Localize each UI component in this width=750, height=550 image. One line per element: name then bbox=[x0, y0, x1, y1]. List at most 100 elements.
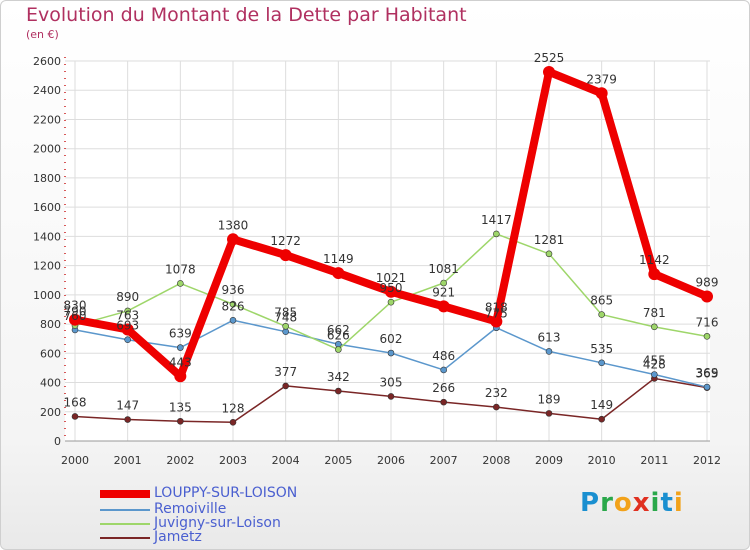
x-tick-label: 2011 bbox=[640, 454, 668, 467]
legend-label-jametz: Jametz bbox=[154, 529, 202, 545]
data-point bbox=[121, 323, 134, 336]
y-tick-label: 600 bbox=[40, 347, 61, 360]
data-point bbox=[437, 300, 450, 313]
legend-swatch-louppy bbox=[100, 490, 150, 498]
y-tick-label: 1600 bbox=[33, 201, 61, 214]
x-tick-label: 2000 bbox=[61, 454, 89, 467]
data-label: 790 bbox=[64, 305, 87, 319]
legend-swatch-remoiville bbox=[100, 509, 150, 511]
x-tick-label: 2008 bbox=[482, 454, 510, 467]
data-label: 1281 bbox=[534, 233, 565, 247]
data-label: 662 bbox=[327, 323, 350, 337]
legend-swatch-juvigny bbox=[100, 523, 150, 525]
data-label: 716 bbox=[696, 315, 719, 329]
data-point bbox=[598, 415, 605, 423]
y-tick-label: 2400 bbox=[33, 84, 61, 97]
data-label: 149 bbox=[590, 398, 613, 412]
x-tick-label: 2006 bbox=[377, 454, 405, 467]
data-point bbox=[703, 333, 711, 340]
data-label: 989 bbox=[696, 275, 719, 289]
data-point bbox=[595, 87, 608, 100]
data-label: 626 bbox=[327, 329, 350, 343]
data-point bbox=[387, 298, 395, 306]
proxiti-logo: Proxiti bbox=[580, 488, 684, 518]
data-label: 693 bbox=[116, 319, 139, 333]
y-tick-label: 2600 bbox=[33, 55, 61, 68]
data-label: 1081 bbox=[428, 262, 459, 276]
y-tick-label: 1800 bbox=[33, 172, 61, 185]
data-label: 535 bbox=[590, 342, 613, 356]
data-label: 1380 bbox=[218, 218, 249, 232]
y-tick-label: 2200 bbox=[33, 113, 61, 126]
data-point bbox=[282, 322, 289, 330]
data-label: 775 bbox=[485, 307, 508, 321]
data-point bbox=[177, 280, 184, 287]
data-label: 365 bbox=[696, 367, 719, 381]
data-point bbox=[335, 387, 342, 395]
data-label: 613 bbox=[538, 330, 561, 344]
data-label: 760 bbox=[64, 309, 87, 323]
data-label: 147 bbox=[116, 399, 139, 413]
data-point bbox=[174, 370, 187, 383]
x-tick-label: 2002 bbox=[166, 454, 194, 467]
data-label: 1149 bbox=[323, 252, 354, 266]
data-label: 639 bbox=[169, 327, 192, 341]
chart-title: Evolution du Montant de la Dette par Hab… bbox=[26, 4, 467, 26]
data-label: 369 bbox=[696, 366, 719, 380]
data-label: 1142 bbox=[639, 253, 670, 267]
data-point bbox=[227, 233, 239, 246]
data-point bbox=[387, 349, 395, 357]
data-point bbox=[387, 393, 395, 400]
data-point bbox=[229, 316, 237, 324]
data-point bbox=[598, 359, 605, 367]
y-tick-label: 1000 bbox=[33, 289, 61, 302]
data-point bbox=[385, 285, 397, 298]
data-point bbox=[71, 413, 79, 420]
data-label: 1272 bbox=[270, 234, 301, 248]
data-point bbox=[493, 403, 500, 411]
data-point bbox=[279, 249, 292, 262]
data-label: 266 bbox=[432, 381, 455, 395]
data-point bbox=[543, 65, 555, 78]
data-point bbox=[703, 383, 711, 391]
data-label: 189 bbox=[538, 392, 561, 406]
data-point bbox=[124, 336, 131, 344]
data-point bbox=[701, 290, 713, 303]
data-point bbox=[651, 371, 658, 378]
y-tick-label: 2000 bbox=[33, 143, 61, 156]
plot-area bbox=[65, 61, 710, 441]
data-label: 865 bbox=[590, 294, 613, 308]
data-point bbox=[229, 300, 237, 308]
data-point bbox=[545, 410, 553, 417]
data-label: 781 bbox=[643, 306, 666, 320]
legend-label-juvigny: Juvigny-sur-Loison bbox=[154, 515, 281, 531]
data-point bbox=[440, 398, 447, 406]
x-tick-label: 2001 bbox=[114, 454, 142, 467]
data-point bbox=[545, 250, 553, 258]
data-label: 455 bbox=[643, 354, 666, 368]
data-label: 428 bbox=[643, 357, 666, 371]
data-point bbox=[282, 382, 289, 390]
data-point bbox=[229, 418, 237, 426]
data-label: 377 bbox=[274, 365, 297, 379]
data-label: 830 bbox=[64, 299, 87, 313]
y-tick-label: 400 bbox=[40, 377, 61, 390]
data-label: 890 bbox=[116, 290, 139, 304]
data-point bbox=[177, 344, 184, 351]
x-tick-label: 2005 bbox=[324, 454, 352, 467]
x-tick-label: 2007 bbox=[430, 454, 458, 467]
logo-letter: o bbox=[613, 488, 633, 518]
data-label: 1078 bbox=[165, 262, 196, 276]
data-point bbox=[648, 268, 661, 281]
data-label: 936 bbox=[222, 283, 245, 297]
data-label: 826 bbox=[222, 299, 245, 313]
x-tick-label: 2004 bbox=[272, 454, 300, 467]
data-label: 2379 bbox=[586, 72, 617, 86]
data-point bbox=[69, 313, 81, 326]
x-tick-label: 2010 bbox=[588, 454, 616, 467]
data-point bbox=[490, 315, 503, 328]
data-point bbox=[124, 307, 131, 315]
logo-letter: r bbox=[600, 488, 614, 518]
data-label: 2525 bbox=[534, 51, 565, 65]
data-label: 305 bbox=[380, 375, 403, 389]
